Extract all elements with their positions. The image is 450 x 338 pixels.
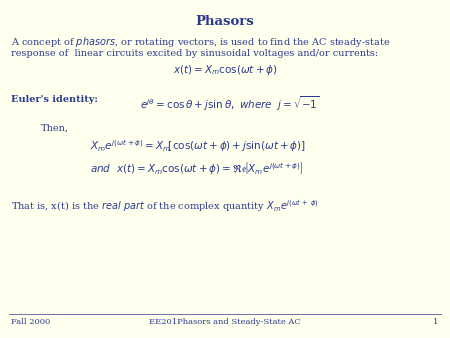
Text: $\mathit{and}\ \ x(t) = X_m\cos(\omega t+\phi) = \mathfrak{Re}\!\left[X_m e^{j(\: $\mathit{and}\ \ x(t) = X_m\cos(\omega t… [90, 161, 304, 177]
Text: Phasors: Phasors [196, 15, 254, 28]
Text: Euler's identity:: Euler's identity: [11, 95, 98, 104]
Text: That is, x(t) is the $\mathit{real\ part}$ of the complex quantity $X_m e^{j(\om: That is, x(t) is the $\mathit{real\ part… [11, 198, 319, 214]
Text: $X_m e^{j(\omega t+\phi)} = X_m\!\left[\cos(\omega t+\phi) + j\sin(\omega t+\phi: $X_m e^{j(\omega t+\phi)} = X_m\!\left[\… [90, 139, 306, 154]
Text: EE201Phasors and Steady-State AC: EE201Phasors and Steady-State AC [149, 318, 301, 326]
Text: Then,: Then, [40, 123, 68, 132]
Text: $x(t) = X_m\cos(\omega t + \phi)$: $x(t) = X_m\cos(\omega t + \phi)$ [173, 63, 277, 76]
Text: response of  linear circuits excited by sinusoidal voltages and/or currents:: response of linear circuits excited by s… [11, 49, 378, 58]
Text: 1: 1 [433, 318, 439, 326]
Text: A concept of $\it{phasors}$, or rotating vectors, is used to find the AC steady-: A concept of $\it{phasors}$, or rotating… [11, 35, 391, 49]
Text: Fall 2000: Fall 2000 [11, 318, 50, 326]
Text: $e^{j\theta} = \cos\theta + j\sin\theta,\ \mathit{where}\ \ j = \sqrt{-1}$: $e^{j\theta} = \cos\theta + j\sin\theta,… [140, 94, 320, 113]
